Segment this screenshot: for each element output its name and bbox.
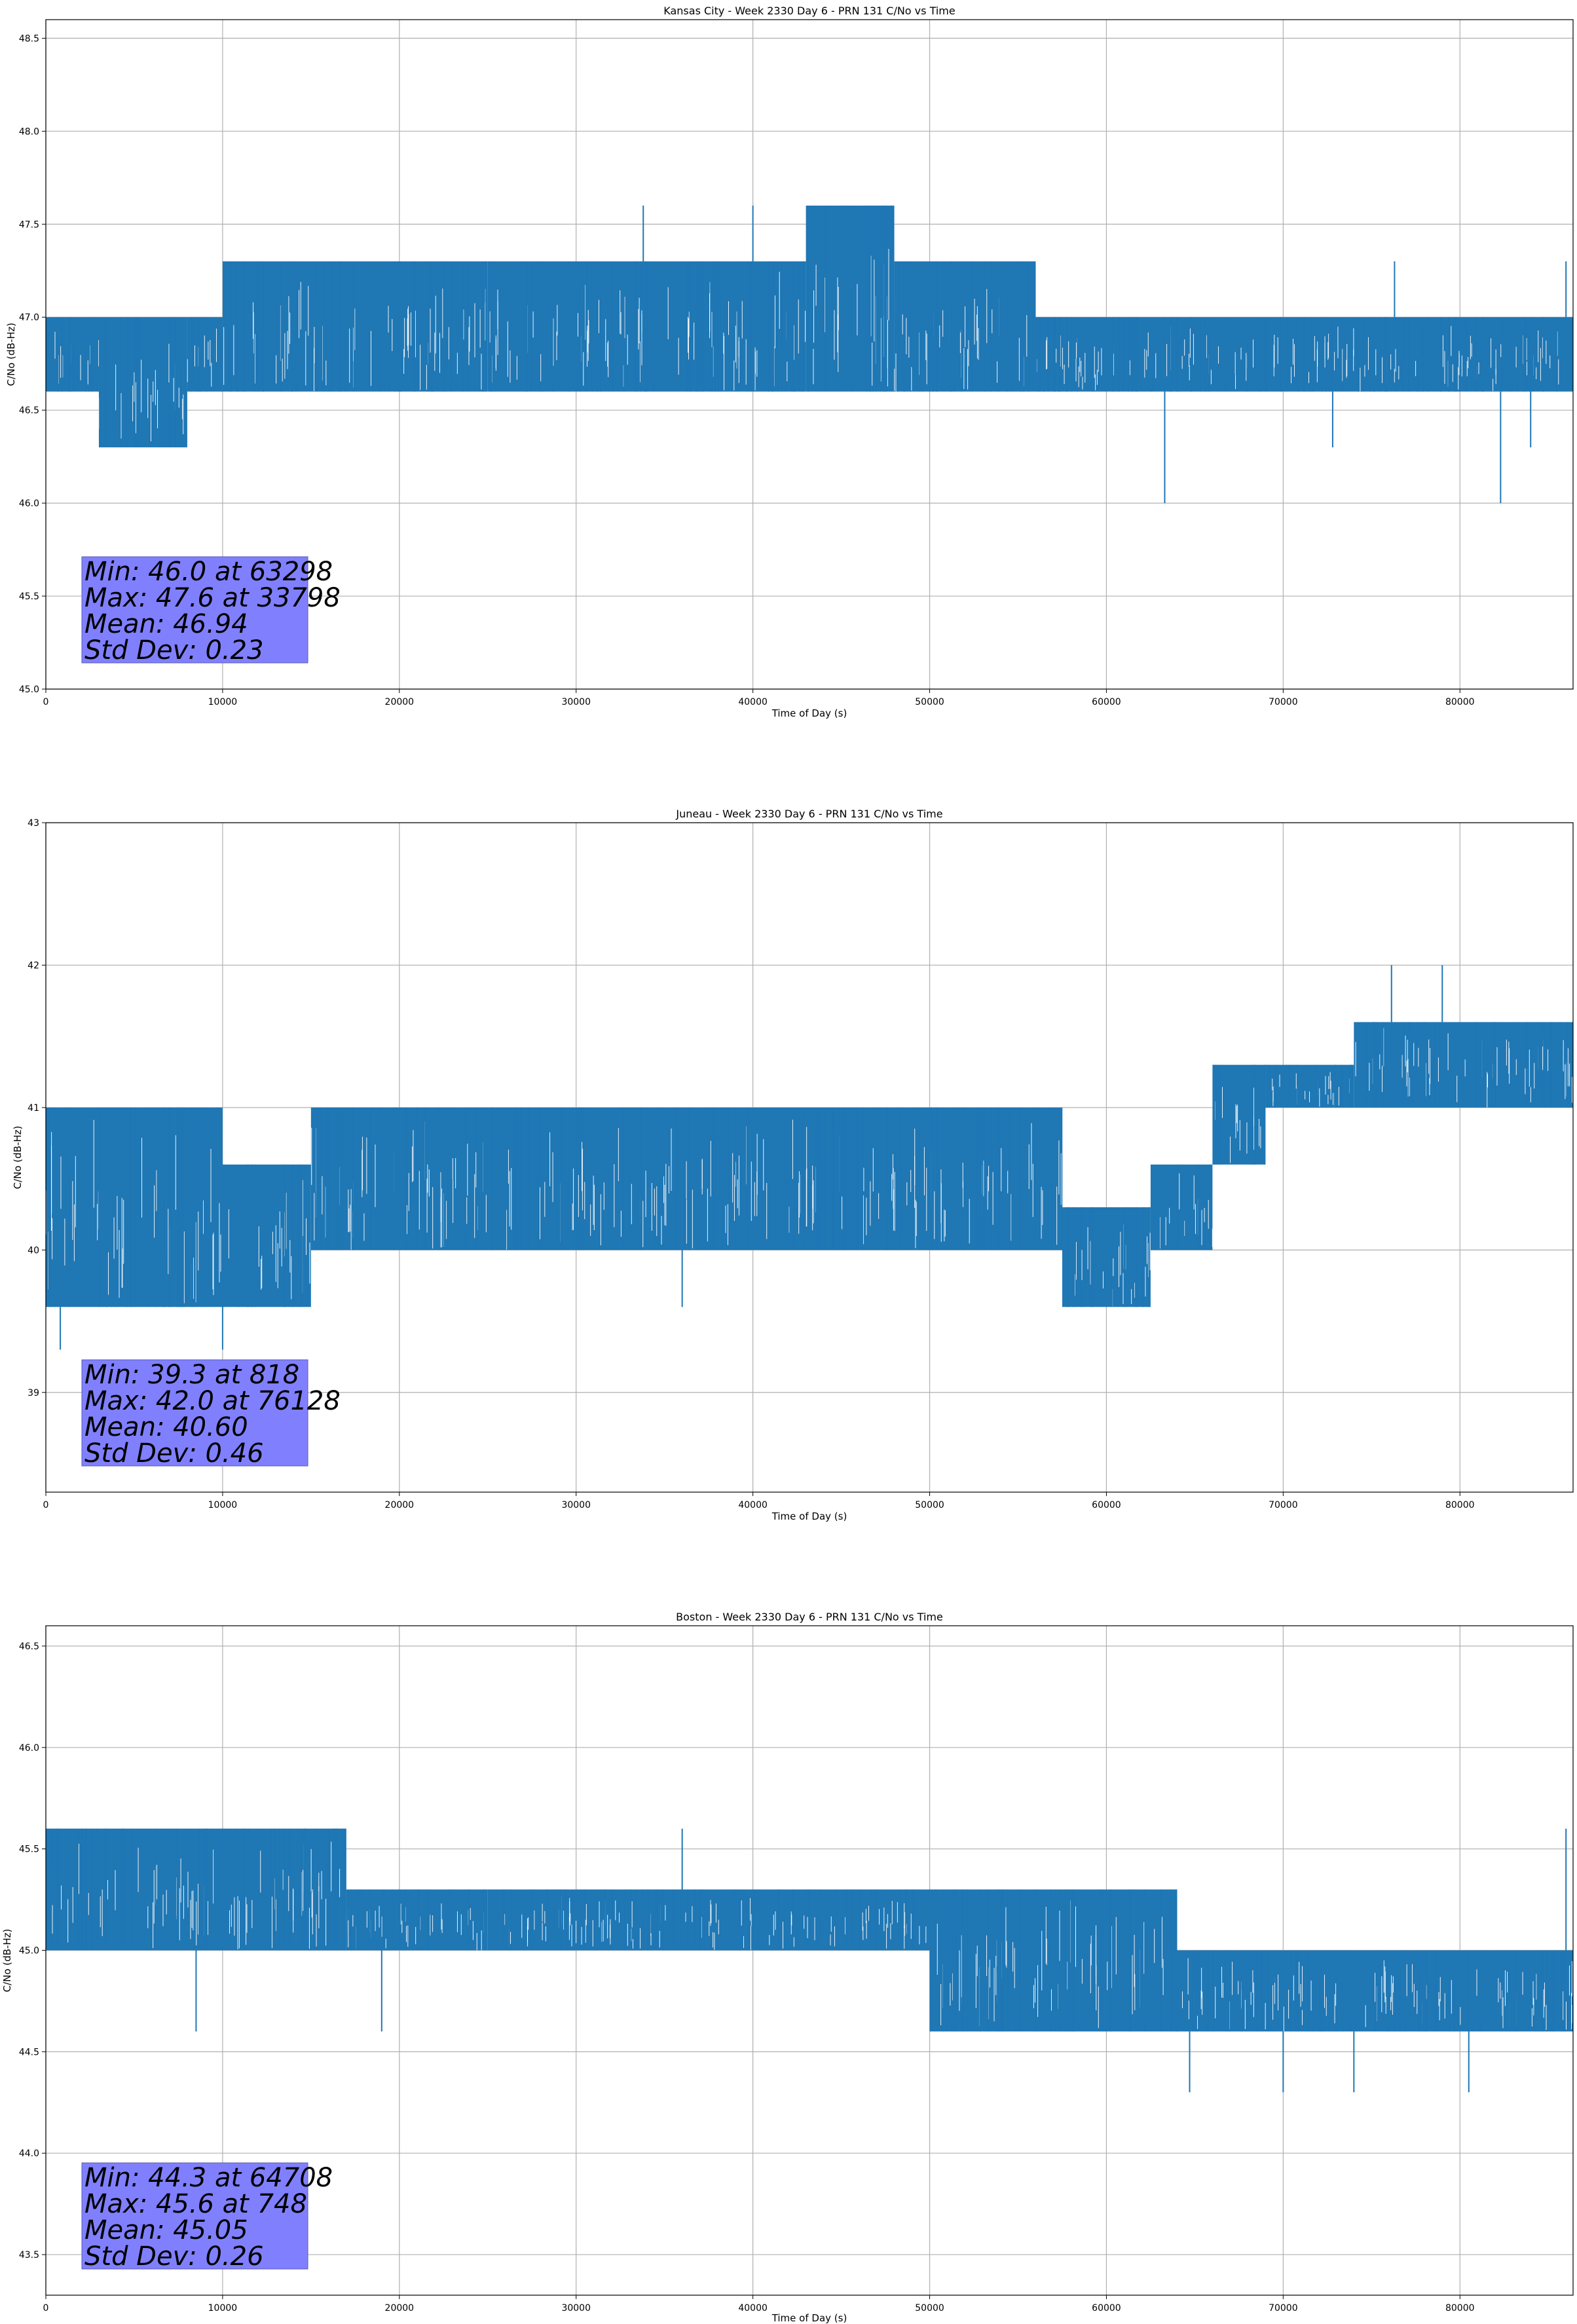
y-tick-label: 45.0 xyxy=(19,684,39,695)
x-tick-label: 0 xyxy=(43,2303,49,2314)
x-tick-label: 70000 xyxy=(1269,1500,1298,1510)
y-tick-label: 44.5 xyxy=(19,2047,39,2057)
x-tick-label: 40000 xyxy=(738,1500,768,1510)
y-axis-label: C/No (dB-Hz) xyxy=(1,1929,13,1993)
series-band xyxy=(187,317,223,392)
series-band xyxy=(46,317,99,392)
x-tick-label: 80000 xyxy=(1445,697,1475,707)
y-tick-label: 45.5 xyxy=(19,1845,39,1855)
x-tick-label: 40000 xyxy=(738,2303,768,2314)
x-tick-label: 10000 xyxy=(208,697,238,707)
y-tick-label: 44.0 xyxy=(19,2148,39,2159)
y-tick-label: 43.5 xyxy=(19,2250,39,2260)
x-tick-label: 10000 xyxy=(208,1500,238,1510)
x-tick-label: 20000 xyxy=(385,2303,415,2314)
series-band xyxy=(1354,1022,1573,1108)
x-tick-label: 0 xyxy=(43,1500,49,1510)
series-band xyxy=(310,1107,682,1250)
x-axis-label: Time of Day (s) xyxy=(771,707,847,719)
y-axis-label: C/No (dB-Hz) xyxy=(12,1126,24,1190)
stats-box xyxy=(81,556,308,664)
data-series xyxy=(46,1828,1573,2093)
plot-frame xyxy=(45,19,1574,690)
x-tick-label: 20000 xyxy=(385,697,415,707)
stats-line: Std Dev: 0.46 xyxy=(84,1438,264,1469)
series-band xyxy=(346,1889,488,1951)
stats-line: Min: 39.3 at 818 xyxy=(84,1360,299,1390)
x-tick-label: 80000 xyxy=(1445,2303,1475,2314)
y-tick-label: 39 xyxy=(28,1388,39,1398)
chart-title: Juneau - Week 2330 Day 6 - PRN 131 C/No … xyxy=(675,808,942,820)
stats-line: Min: 44.3 at 64708 xyxy=(84,2163,333,2193)
y-tick-label: 48.5 xyxy=(19,33,39,44)
series-band xyxy=(222,1164,311,1307)
y-tick-label: 48.0 xyxy=(19,126,39,137)
data-series xyxy=(46,965,1573,1350)
stats-line: Max: 47.6 at 33798 xyxy=(84,583,341,613)
x-tick-label: 20000 xyxy=(385,1500,415,1510)
series-band xyxy=(682,1107,930,1250)
stats-line: Std Dev: 0.23 xyxy=(84,635,264,665)
y-tick-label: 40 xyxy=(28,1245,39,1256)
x-tick-label: 10000 xyxy=(208,2303,238,2314)
x-axis-label: Time of Day (s) xyxy=(771,1510,847,1522)
stats-line: Min: 46.0 at 63298 xyxy=(84,557,333,587)
x-tick-label: 60000 xyxy=(1092,697,1121,707)
y-tick-label: 46.5 xyxy=(19,1641,39,1652)
data-series xyxy=(46,205,1573,504)
y-tick-label: 47.0 xyxy=(19,312,39,323)
stats-line: Mean: 40.60 xyxy=(84,1412,248,1442)
stats-line: Max: 42.0 at 76128 xyxy=(84,1386,341,1416)
y-tick-label: 43 xyxy=(28,818,39,829)
y-tick-label: 45.0 xyxy=(19,1946,39,1957)
y-tick-label: 47.5 xyxy=(19,219,39,230)
stats-box xyxy=(81,1359,308,1467)
panel-kansas-city: Kansas City - Week 2330 Day 6 - PRN 131 … xyxy=(5,5,1574,719)
plot-frame xyxy=(45,822,1574,1493)
x-axis-label: Time of Day (s) xyxy=(771,2312,847,2324)
y-tick-label: 46.5 xyxy=(19,405,39,416)
series-band xyxy=(929,1889,1178,2032)
x-tick-label: 60000 xyxy=(1092,1500,1121,1510)
y-tick-label: 46.0 xyxy=(19,1743,39,1753)
x-tick-label: 0 xyxy=(43,697,49,707)
x-tick-label: 50000 xyxy=(915,697,944,707)
x-tick-label: 80000 xyxy=(1445,1500,1475,1510)
x-tick-label: 30000 xyxy=(561,1500,591,1510)
y-tick-label: 41 xyxy=(28,1103,39,1114)
x-tick-label: 40000 xyxy=(738,697,768,707)
panel-juneau: Juneau - Week 2330 Day 6 - PRN 131 C/No … xyxy=(12,808,1574,1522)
x-tick-label: 30000 xyxy=(561,2303,591,2314)
x-tick-label: 70000 xyxy=(1269,2303,1298,2314)
stats-box xyxy=(81,2162,308,2270)
series-band xyxy=(929,1107,1062,1250)
stats-line: Std Dev: 0.26 xyxy=(84,2241,264,2272)
plot-frame xyxy=(45,1625,1574,2296)
chart-title: Boston - Week 2330 Day 6 - PRN 131 C/No … xyxy=(676,1611,943,1623)
x-tick-label: 70000 xyxy=(1269,697,1298,707)
stats-line: Max: 45.6 at 748 xyxy=(84,2189,307,2219)
series-band xyxy=(98,317,187,447)
x-tick-label: 50000 xyxy=(915,2303,944,2314)
stats-line: Mean: 46.94 xyxy=(84,609,248,639)
y-tick-label: 45.5 xyxy=(19,591,39,602)
x-tick-label: 50000 xyxy=(915,1500,944,1510)
series-band xyxy=(1150,1164,1213,1250)
y-tick-label: 42 xyxy=(28,960,39,971)
y-axis-label: C/No (dB-Hz) xyxy=(5,323,17,386)
series-band xyxy=(806,205,895,392)
stats-line: Mean: 45.05 xyxy=(84,2215,248,2245)
chart-title: Kansas City - Week 2330 Day 6 - PRN 131 … xyxy=(663,5,955,17)
panel-boston: Boston - Week 2330 Day 6 - PRN 131 C/No … xyxy=(1,1611,1574,2324)
y-tick-label: 46.0 xyxy=(19,498,39,509)
x-tick-label: 60000 xyxy=(1092,2303,1121,2314)
x-tick-label: 30000 xyxy=(561,697,591,707)
